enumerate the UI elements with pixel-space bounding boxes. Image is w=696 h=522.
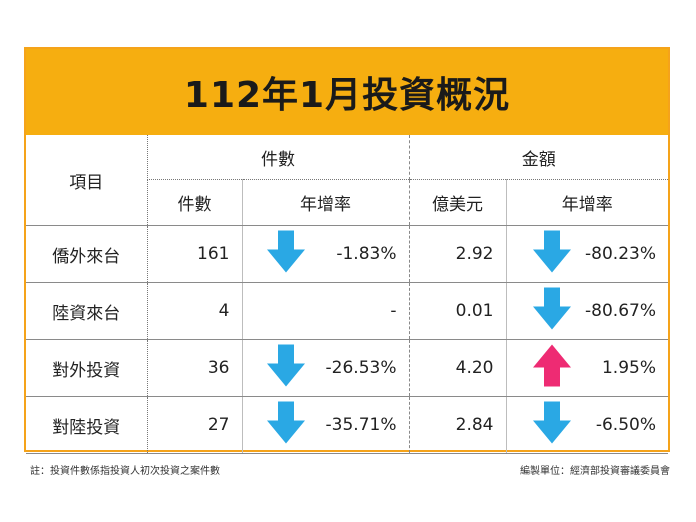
row-name: 陸資來台 [26, 282, 147, 340]
row-amount: 2.84 [408, 396, 506, 454]
arrow-down-icon [532, 287, 571, 335]
header-item: 項目 [26, 135, 147, 226]
row-count-rate-cell: -35.71% [241, 396, 409, 454]
row-count-rate-cell: -1.83% [241, 225, 409, 283]
header-count-group: 件數 [146, 135, 409, 180]
row-name: 僑外來台 [26, 225, 147, 283]
footnote-right: 編製單位：經濟部投資審議委員會 [520, 466, 670, 477]
investment-summary-card: 112年1月投資概況 項目 件數 金額 件數 年增率 億美元 年增率 僑外來台 1… [24, 47, 670, 454]
arrow-down-icon [266, 230, 305, 278]
arrow-down-icon [266, 344, 305, 392]
table-row: 對陸投資 27 -35.71% 2.84 -6.50% [26, 396, 668, 454]
row-amount: 4.20 [408, 339, 506, 397]
row-count-rate-cell: - [241, 282, 409, 340]
header-amount: 億美元 [408, 179, 506, 226]
row-amount: 0.01 [408, 282, 506, 340]
header-count-rate: 年增率 [241, 179, 409, 226]
title-banner: 112年1月投資概況 [26, 49, 668, 135]
header-amount-rate: 年增率 [505, 179, 668, 226]
footnote-left: 註：投資件數係指投資人初次投資之案件數 [30, 466, 220, 477]
arrow-up-icon [532, 344, 571, 392]
row-count: 161 [146, 225, 242, 283]
arrow-down-icon [266, 401, 305, 449]
row-name: 對陸投資 [26, 396, 147, 454]
row-count-rate: -35.71% [325, 415, 397, 435]
table-row: 僑外來台 161 -1.83% 2.92 -80.23% [26, 225, 668, 283]
arrow-down-icon [532, 230, 571, 278]
row-count: 27 [146, 396, 242, 454]
row-amount-rate: 1.95% [601, 358, 656, 378]
row-amount-rate: -80.23% [585, 244, 656, 264]
table-row: 陸資來台 4 -0.01 -80.67% [26, 282, 668, 340]
arrow-down-icon [532, 401, 571, 449]
row-count-rate: - [390, 301, 397, 321]
table-row: 對外投資 36 -26.53% 4.20 1.95% [26, 339, 668, 397]
row-amount-rate-cell: 1.95% [505, 339, 668, 397]
row-amount: 2.92 [408, 225, 506, 283]
header-count: 件數 [146, 179, 242, 226]
row-count-rate-cell: -26.53% [241, 339, 409, 397]
investment-table: 項目 件數 金額 件數 年增率 億美元 年增率 僑外來台 161 -1.83% 2.9… [26, 135, 668, 454]
row-count-rate: -1.83% [336, 244, 397, 264]
row-amount-rate: -80.67% [585, 301, 656, 321]
row-count: 36 [146, 339, 242, 397]
row-amount-rate-cell: -80.67% [505, 282, 668, 340]
row-amount-rate-cell: -80.23% [505, 225, 668, 283]
header-amount-group: 金額 [408, 135, 668, 180]
row-amount-rate-cell: -6.50% [505, 396, 668, 454]
page-title: 112年1月投資概況 [183, 75, 511, 116]
row-count: 4 [146, 282, 242, 340]
row-amount-rate: -6.50% [595, 415, 656, 435]
row-name: 對外投資 [26, 339, 147, 397]
row-count-rate: -26.53% [325, 358, 397, 378]
